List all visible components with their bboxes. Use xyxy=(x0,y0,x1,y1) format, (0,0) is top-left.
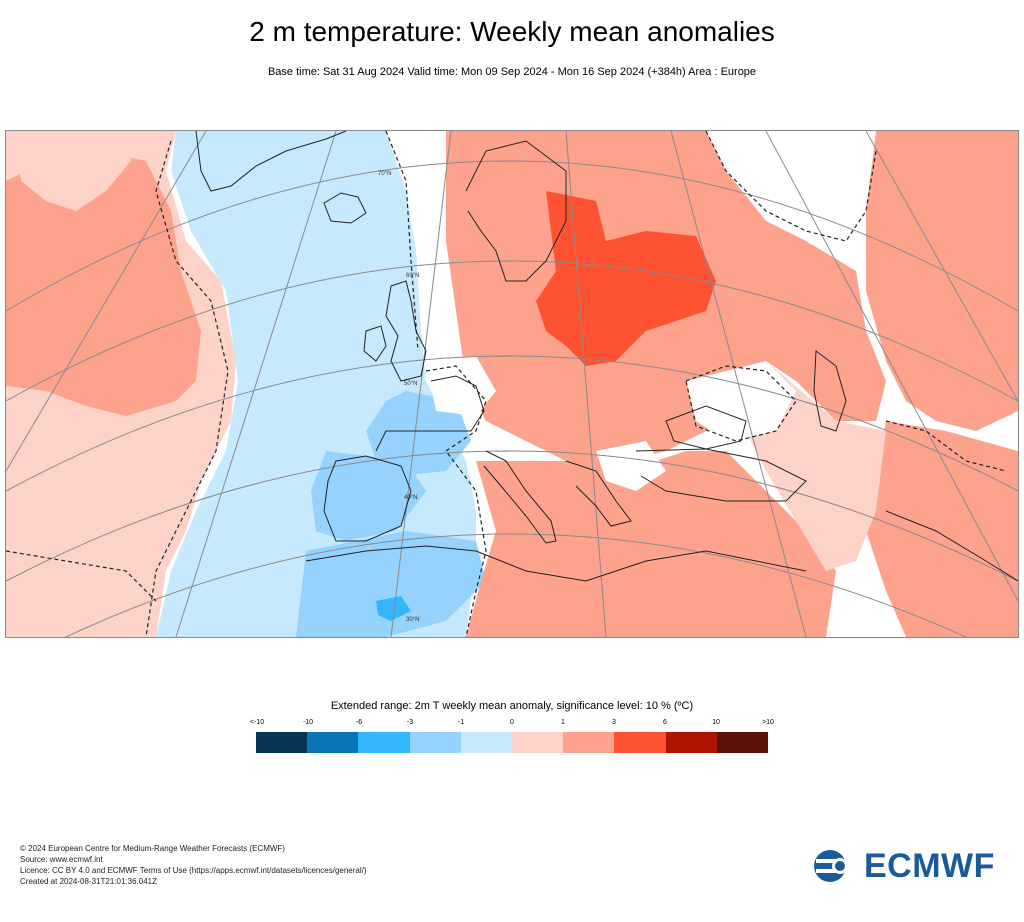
ecmwf-logo: ECMWF xyxy=(812,846,1012,886)
coastline-balkans-greece xyxy=(565,460,632,527)
lat-label-70n: 70°N xyxy=(378,171,391,177)
latitude-labels: 70°N 60°N 50°N 40°N 30°N xyxy=(378,171,419,623)
contour-france-iberia xyxy=(425,365,487,637)
legend-title: Extended range: 2m T weekly mean anomaly… xyxy=(330,700,694,712)
contour-west-atlantic xyxy=(145,140,229,637)
legend-swatch xyxy=(665,732,717,753)
legend-tick: <-10 xyxy=(249,719,265,726)
anomaly-west-atlantic-warm xyxy=(6,151,201,416)
anomaly-balearic-strong-cool xyxy=(376,596,411,621)
legend-swatch xyxy=(358,732,410,753)
legend-tick: >10 xyxy=(762,719,774,726)
parallel-60n xyxy=(6,260,1018,402)
lat-label-30n: 30°N xyxy=(406,617,419,623)
anomaly-france-nonsignificant xyxy=(426,356,496,416)
footer-copyright: © 2024 European Centre for Medium-Range … xyxy=(20,844,285,853)
legend-swatch xyxy=(563,732,615,753)
coastline-arabia xyxy=(885,510,1018,582)
legend-tick: -6 xyxy=(355,719,363,726)
legend-swatch xyxy=(460,732,513,753)
legend-tick: -1 xyxy=(457,719,465,726)
anomaly-iberia-inland-cool xyxy=(311,451,426,541)
coastline-north-africa xyxy=(305,545,807,582)
legend-swatch xyxy=(256,732,308,753)
parallel-50n xyxy=(6,355,1018,492)
anomaly-east-mild-warm xyxy=(866,421,1018,637)
meridian-4 xyxy=(565,131,607,637)
coastline-ireland xyxy=(363,325,387,362)
contour-black-sea xyxy=(685,365,797,442)
parallel-70n xyxy=(6,160,1018,312)
legend-tick: -3 xyxy=(406,719,414,726)
legend-tick: 6 xyxy=(663,719,667,726)
meridian-5 xyxy=(670,131,807,637)
contour-southwest xyxy=(6,550,157,602)
anomaly-east-warm xyxy=(866,131,1018,431)
footer-source: Source: www.ecmwf.int xyxy=(20,855,103,864)
legend-swatch xyxy=(409,732,461,753)
coastline-turkey xyxy=(635,448,807,502)
anomaly-black-sea-nonsignificant xyxy=(686,361,796,441)
ecmwf-logo-text: ECMWF xyxy=(864,846,995,885)
anomaly-map: 70°N 60°N 50°N 40°N 30°N xyxy=(5,130,1019,638)
footer-licence: Licence: CC BY 4.0 and ECMWF Terms of Us… xyxy=(20,866,367,875)
coastline-caspian xyxy=(813,350,847,432)
legend-tick: 0 xyxy=(510,719,514,726)
meridian-2 xyxy=(175,131,337,637)
legend-colorbar xyxy=(256,732,769,753)
coastline-scandinavia xyxy=(465,140,567,282)
coastline-iberia xyxy=(323,455,412,542)
legend-swatch xyxy=(307,732,359,753)
meridian-6 xyxy=(765,131,1018,602)
meridian-1 xyxy=(6,131,207,472)
anomaly-west-med-cool xyxy=(296,531,486,637)
lat-label-50n: 50°N xyxy=(404,381,417,387)
legend-tick: -10 xyxy=(302,719,314,726)
significance-contours xyxy=(6,131,1007,637)
parallel-30n xyxy=(65,533,967,637)
anomaly-iberia-cool xyxy=(366,391,471,476)
contour-north-atlantic xyxy=(385,131,419,352)
contour-arctic xyxy=(705,131,877,242)
coastline-western-europe xyxy=(375,375,485,452)
legend-swatch xyxy=(614,732,666,753)
coastline-italy xyxy=(483,450,557,544)
coastline-greenland xyxy=(195,131,347,192)
footer-created: Created at 2024-08-31T21:01:36.041Z xyxy=(20,877,157,886)
legend-tick: 10 xyxy=(712,719,720,726)
chart-title: 2 m temperature: Weekly mean anomalies xyxy=(249,16,775,47)
ecmwf-logo-icon xyxy=(814,850,854,882)
meridian-3 xyxy=(390,131,452,637)
anomaly-balkans-nonsignificant xyxy=(596,441,666,491)
legend-swatch xyxy=(716,732,769,753)
footer-credits: © 2024 European Centre for Medium-Range … xyxy=(20,843,367,887)
legend-tick: 1 xyxy=(561,719,565,726)
lat-label-40n: 40°N xyxy=(404,495,417,501)
coastline-black-sea xyxy=(665,405,747,450)
coastline-iceland xyxy=(323,192,367,224)
chart-subtitle: Base time: Sat 31 Aug 2024 Valid time: M… xyxy=(267,66,757,78)
parallel-40n xyxy=(6,450,1018,582)
lat-label-60n: 60°N xyxy=(406,273,419,279)
anomaly-greenland xyxy=(16,131,131,211)
coastlines xyxy=(195,131,1018,582)
anomaly-map-canvas: 70°N 60°N 50°N 40°N 30°N xyxy=(6,131,1018,637)
legend-swatch xyxy=(512,732,564,753)
anomaly-arctic-nonsignificant xyxy=(706,131,866,231)
coastline-british-isles xyxy=(385,280,427,382)
legend-tick: 3 xyxy=(612,719,616,726)
meridian-7 xyxy=(865,131,1018,402)
contour-east xyxy=(885,420,1007,472)
graticule xyxy=(6,131,1018,637)
